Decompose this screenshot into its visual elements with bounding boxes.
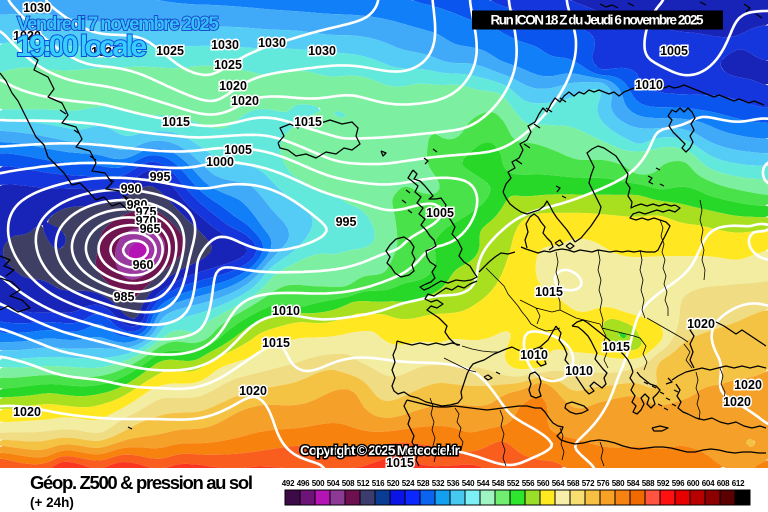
svg-text:1015: 1015 (535, 285, 563, 299)
svg-text:1015: 1015 (262, 336, 290, 350)
svg-text:1025: 1025 (214, 58, 242, 72)
svg-text:1010: 1010 (272, 304, 300, 318)
svg-text:980: 980 (127, 198, 148, 212)
svg-text:524: 524 (402, 479, 415, 488)
svg-text:970: 970 (136, 214, 157, 228)
svg-text:552: 552 (507, 479, 520, 488)
svg-text:Géop. Z500 & pression au sol: Géop. Z500 & pression au sol (30, 472, 253, 493)
svg-text:584: 584 (627, 479, 640, 488)
svg-text:975: 975 (136, 205, 157, 219)
svg-text:568: 568 (567, 479, 580, 488)
svg-text:1020: 1020 (723, 395, 751, 409)
svg-text:504: 504 (327, 479, 340, 488)
svg-text:512: 512 (357, 479, 370, 488)
svg-text:604: 604 (702, 479, 715, 488)
svg-text:1020: 1020 (219, 79, 247, 93)
svg-text:1005: 1005 (224, 143, 252, 157)
svg-text:Run ICON 18 Z du Jeudi 6 novem: Run ICON 18 Z du Jeudi 6 novembre 2025 (491, 13, 704, 28)
svg-text:544: 544 (477, 479, 490, 488)
svg-text:520: 520 (387, 479, 400, 488)
svg-text:1030: 1030 (23, 1, 51, 15)
svg-text:1020: 1020 (734, 378, 762, 392)
svg-text:1025: 1025 (91, 45, 119, 59)
svg-text:1030: 1030 (258, 36, 286, 50)
svg-text:1020: 1020 (13, 405, 41, 419)
svg-text:1030: 1030 (308, 44, 336, 58)
svg-text:540: 540 (462, 479, 475, 488)
svg-text:1005: 1005 (426, 206, 454, 220)
svg-text:1000: 1000 (206, 155, 234, 169)
svg-text:508: 508 (342, 479, 355, 488)
svg-text:1015: 1015 (602, 340, 630, 354)
svg-text:564: 564 (552, 479, 565, 488)
svg-text:516: 516 (372, 479, 385, 488)
svg-text:985: 985 (114, 290, 135, 304)
svg-text:995: 995 (336, 215, 357, 229)
svg-text:Vendredi 7 novembre 2025: Vendredi 7 novembre 2025 (17, 14, 219, 35)
svg-text:536: 536 (447, 479, 460, 488)
svg-text:1020: 1020 (13, 29, 41, 43)
svg-text:(+ 24h): (+ 24h) (30, 495, 74, 510)
svg-text:548: 548 (492, 479, 505, 488)
svg-text:995: 995 (150, 170, 171, 184)
svg-text:1020: 1020 (687, 317, 715, 331)
svg-text:580: 580 (612, 479, 625, 488)
svg-text:556: 556 (522, 479, 535, 488)
svg-text:1005: 1005 (660, 44, 688, 58)
svg-text:608: 608 (717, 479, 730, 488)
svg-text:990: 990 (121, 182, 142, 196)
svg-text:Copyright © 2025 Meteociel.fr: Copyright © 2025 Meteociel.fr (300, 442, 461, 458)
svg-text:588: 588 (642, 479, 655, 488)
svg-text:1015: 1015 (294, 115, 322, 129)
svg-text:1020: 1020 (231, 94, 259, 108)
svg-text:1025: 1025 (156, 44, 184, 58)
svg-text:960: 960 (133, 258, 154, 272)
svg-text:612: 612 (732, 479, 745, 488)
svg-text:1010: 1010 (565, 364, 593, 378)
svg-text:600: 600 (687, 479, 700, 488)
svg-text:1010: 1010 (635, 78, 663, 92)
svg-text:1015: 1015 (386, 456, 414, 470)
svg-text:532: 532 (432, 479, 445, 488)
svg-text:560: 560 (537, 479, 550, 488)
svg-text:576: 576 (597, 479, 610, 488)
svg-text:1010: 1010 (520, 348, 548, 362)
svg-text:596: 596 (672, 479, 685, 488)
svg-text:1030: 1030 (211, 38, 239, 52)
svg-text:492: 492 (282, 479, 295, 488)
svg-text:496: 496 (297, 479, 310, 488)
svg-text:19:00 locale: 19:00 locale (16, 30, 147, 63)
svg-text:592: 592 (657, 479, 670, 488)
svg-text:500: 500 (312, 479, 325, 488)
svg-text:965: 965 (140, 222, 161, 236)
svg-text:572: 572 (582, 479, 595, 488)
svg-text:1020: 1020 (239, 384, 267, 398)
svg-text:528: 528 (417, 479, 430, 488)
svg-text:1015: 1015 (162, 115, 190, 129)
